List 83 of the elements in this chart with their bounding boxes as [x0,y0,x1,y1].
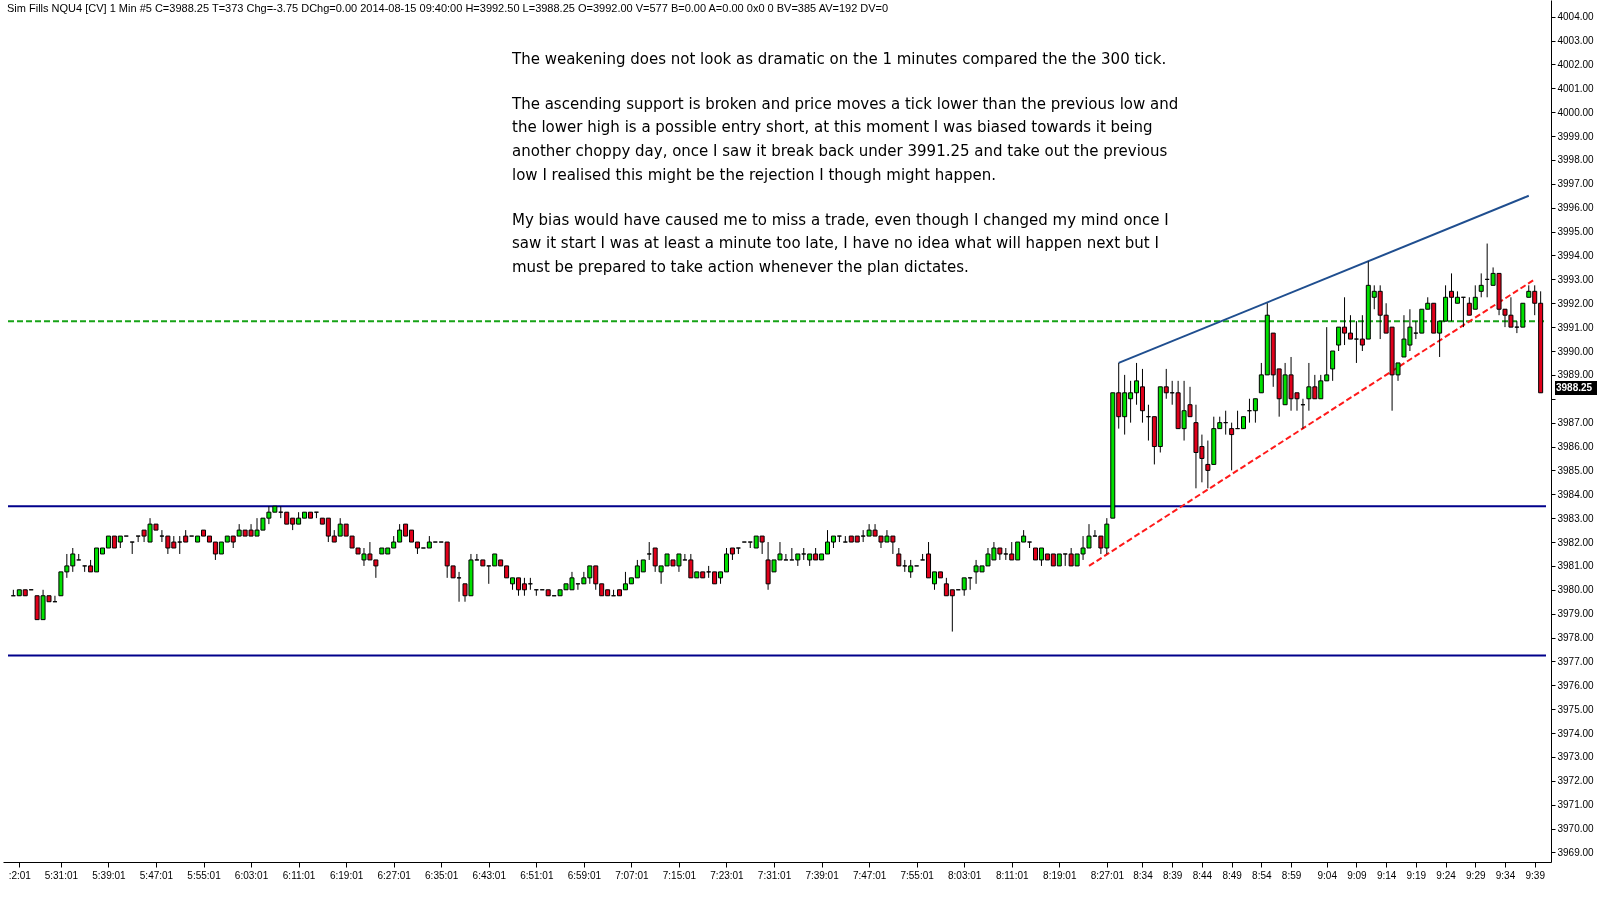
chart-title: Sim Fills NQU4 [CV] 1 Min #5 C=3988.25 T=373 Chg=-3.75 DChg=0.00 2014-08-15 09:40:00 H=3992.50 L=3988.25 O=3992.00 V=577 B=0.00 A=0.00 0x0 0 BV=385 AV=192 DV=0 [7,2,889,14]
x-tick-label: 5:39:01 [92,869,127,881]
y-tick-label: 3971.00 [1557,799,1595,811]
x-tick-label: 8:39 [1162,869,1183,881]
candlestick [1330,350,1336,382]
x-tick-label: 7:23:01 [710,869,745,881]
x-tick-label: 5:31:01 [44,869,79,881]
x-tick-label: 7:31:01 [757,869,792,881]
x-tick-label: :2:01 [8,869,32,881]
annotation: The weakening does not look as dramatic on the 1 minutes compared the the 300 tick. [511,49,1167,68]
y-tick-label: 4002.00 [1557,58,1595,70]
x-tick-label: 6:27:01 [377,869,412,881]
y-tick-label: 3997.00 [1557,178,1595,190]
x-tick-label: 8:49 [1222,869,1243,881]
y-tick-label: 3986.00 [1557,441,1595,453]
x-tick-label: 8:44 [1192,869,1213,881]
x-tick-label: 7:07:01 [615,869,650,881]
x-tick-label: 6:03:01 [234,869,269,881]
y-tick-label: 3989.00 [1557,369,1595,381]
y-tick-label: 3996.00 [1557,202,1595,214]
x-tick-label: 9:04 [1317,869,1338,881]
y-tick-label: 3984.00 [1557,488,1595,500]
y-tick-label: 3974.00 [1557,727,1595,739]
x-tick-label: 9:24 [1436,869,1457,881]
x-tick-label: 8:27:01 [1090,869,1125,881]
x-tick-label: 8:34 [1133,869,1154,881]
x-tick-label: 9:19 [1406,869,1427,881]
x-tick-label: 8:59 [1281,869,1302,881]
y-tick-label: 3983.00 [1557,512,1595,524]
y-tick-label: 4003.00 [1557,35,1595,47]
x-tick-label: 7:47:01 [852,869,887,881]
x-tick-label: 9:39 [1525,869,1546,881]
y-tick-label: 3979.00 [1557,608,1595,620]
y-tick-label: 3969.00 [1557,846,1595,858]
x-tick-label: 7:39:01 [805,869,840,881]
y-tick-label: 4001.00 [1557,82,1595,94]
y-tick-label: 3970.00 [1557,823,1595,835]
x-tick-label: 6:51:01 [520,869,554,881]
x-tick-label: 7:55:01 [900,869,935,881]
candlestick [1478,272,1484,298]
y-tick-label: 3998.00 [1557,154,1595,166]
candlestick [129,541,135,555]
x-tick-label: 7:15:01 [662,869,697,881]
y-tick-label: 3975.00 [1557,703,1595,715]
x-tick-label: 9:09 [1347,869,1368,881]
y-tick-label: 3980.00 [1557,584,1595,596]
y-tick-label: 3973.00 [1557,751,1595,763]
text: 3988.25 [1556,382,1593,393]
y-tick-label: 3994.00 [1557,250,1595,261]
x-tick-label: 5:47:01 [139,869,174,881]
x-tick-label: 8:19:01 [1043,869,1077,881]
y-tick-label: 3995.00 [1557,226,1595,238]
y-tick-label: 3999.00 [1557,130,1595,142]
y-tick-label: 3982.00 [1557,536,1595,548]
y-tick-label: 3976.00 [1557,679,1595,691]
x-tick-label: 6:43:01 [472,869,507,881]
y-tick-label: 3977.00 [1557,655,1595,667]
x-tick-label: 6:19:01 [329,869,364,881]
y-tick-label: 3978.00 [1557,632,1595,644]
candlestick [1252,398,1258,424]
y-tick-label: 4004.00 [1557,11,1595,23]
x-tick-label: 8:54 [1252,869,1273,881]
y-tick-label: 3991.00 [1557,321,1595,333]
y-tick-label: 3992.00 [1557,297,1595,309]
y-tick-label: 3987.00 [1557,417,1595,429]
x-tick-label: 8:11:01 [995,869,1029,881]
x-tick-label: 5:55:01 [187,869,222,881]
y-tick-label: 3993.00 [1557,273,1595,285]
y-tick-label: 3990.00 [1557,345,1595,357]
y-tick-label: 3972.00 [1557,775,1595,787]
annotation: The ascending support is broken and price moves a tick lower than the previous low and the lower high is a possible entry short, at this moment I was biased towards it being another choppy day, once I saw it break back under 3991.25 and take out the previous low I realised this might be the rejection I though might happen. [511,94,1179,184]
x-tick-label: 6:59:01 [567,869,602,881]
candlestick [1229,422,1235,471]
x-tick-label: 6:35:01 [425,869,459,881]
x-tick-label: 6:11:01 [282,869,316,881]
x-tick-label: 8:03:01 [948,869,982,881]
x-tick-label: 9:29 [1466,869,1486,881]
x-tick-label: 9:14 [1376,869,1397,881]
y-tick-label: 3985.00 [1557,464,1595,476]
x-tick-label: 9:34 [1495,869,1516,881]
y-tick-label: 4000.00 [1557,106,1595,118]
y-tick-label: 3981.00 [1557,560,1595,572]
annotation: My bias would have caused me to miss a trade, even though I changed my mind once I saw it start I was at least a minute too late, I have no idea what will happen next but I must be prepared to take action whenever the plan dictates. [512,210,1169,276]
